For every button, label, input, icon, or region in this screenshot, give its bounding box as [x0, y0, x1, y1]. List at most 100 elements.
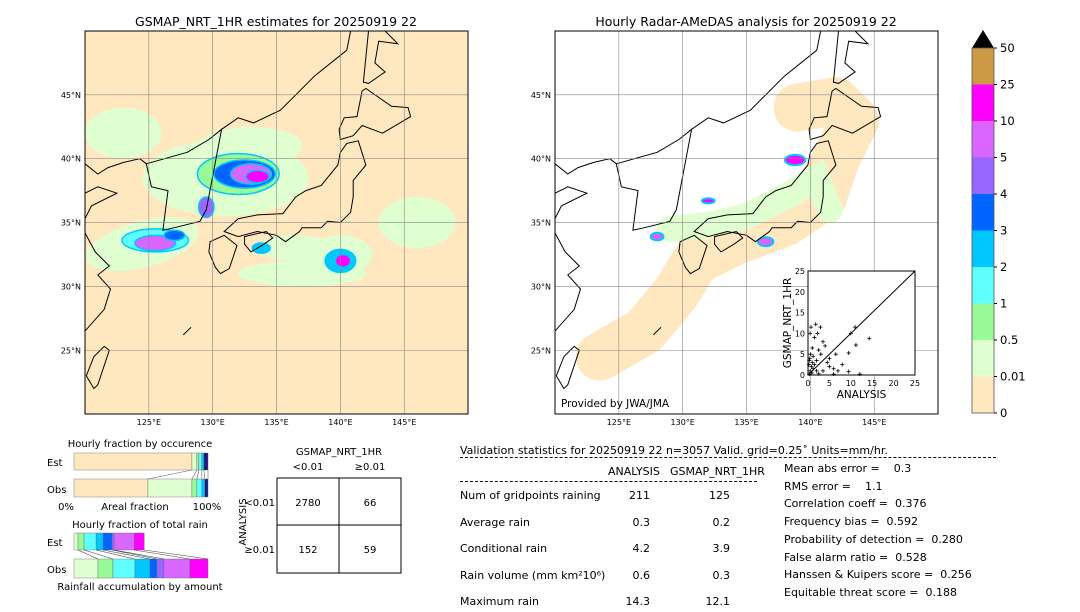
scatter-point: [808, 368, 813, 373]
scatter-point: [809, 364, 814, 369]
bar-segment: [102, 532, 113, 551]
col-label: <0.01: [293, 462, 324, 473]
connector-line: [134, 549, 190, 560]
gsmap-value: 125: [709, 489, 730, 502]
coastline-honshu: [693, 140, 837, 243]
colorbar-label: 5: [1000, 151, 1007, 165]
bar-segment: [163, 558, 191, 579]
scatter-point: [810, 360, 815, 365]
score-line: Hanssen & Kuipers score = 0.256: [784, 568, 972, 582]
lat-tick-label: 40°N: [531, 155, 551, 164]
right-map-title: Hourly Radar-AMeDAS analysis for 2025091…: [595, 14, 896, 29]
score-line: Correlation coeff = 0.376: [784, 497, 927, 511]
gsmap-value: 12.1: [705, 595, 731, 608]
x-tick-label: 10: [846, 379, 856, 388]
scatter-point: [818, 325, 823, 330]
scatter-point: [846, 369, 851, 374]
score-line: Mean abs error = 0.3: [784, 462, 912, 475]
bar-segment: [73, 478, 149, 498]
lon-tick-label: 140°E: [798, 418, 822, 427]
lon-tick-label: 130°E: [201, 418, 225, 427]
coastline-liaodong: [555, 158, 617, 175]
lon-tick-label: 135°E: [264, 418, 288, 427]
coastline-china: [85, 232, 112, 332]
rain-area: [656, 158, 843, 242]
colorbar-segment: [972, 267, 994, 304]
coastline-liaodong: [85, 158, 147, 175]
scatter-point: [814, 358, 819, 363]
y-tick-label: 15: [795, 309, 805, 318]
bar-segment: [73, 558, 99, 579]
colorbar-label: 0.5: [1000, 333, 1018, 347]
scatter-point: [857, 372, 862, 377]
coastline-hokkaido: [338, 87, 412, 141]
analysis-value: 4.2: [632, 542, 651, 555]
bar-segment: [73, 532, 79, 551]
scatter-point: [846, 350, 851, 355]
total-rain-title: Hourly fraction of total rain: [72, 520, 208, 531]
rain-cell: [134, 234, 177, 252]
score-line: Frequency bias = 0.592: [784, 515, 919, 529]
scatter-point: [853, 325, 858, 330]
scatter-point: [808, 325, 813, 330]
connector-line: [103, 549, 151, 560]
rain-cell: [163, 229, 186, 242]
row-label: ≥0.01: [244, 545, 275, 556]
scatter-point: [808, 331, 813, 336]
colorbar-segment: [972, 194, 994, 231]
x-tick-label: 100%: [193, 502, 222, 513]
analysis-value: 0.6: [632, 568, 651, 582]
score-line: False alarm ratio = 0.528: [784, 550, 927, 564]
diagonal-line: [807, 270, 916, 376]
colorbar-segment: [972, 84, 994, 121]
colorbar-segment: [972, 340, 994, 377]
stat-row-label: Conditional rain: [460, 542, 548, 555]
lon-tick-label: 130°E: [671, 418, 695, 427]
lat-tick-label: 30°N: [531, 282, 551, 291]
stat-row-label: Rain volume (mm km²10⁶): [460, 568, 606, 582]
est-label: Est: [47, 538, 63, 549]
column-header: ANALYSIS: [608, 465, 660, 478]
lat-tick-label: 40°N: [61, 155, 81, 164]
table-cell: 59: [364, 545, 377, 556]
colorbar-label: 10: [1000, 114, 1015, 128]
obs-label: Obs: [47, 485, 66, 496]
bar-segment: [111, 532, 115, 551]
connector-line: [83, 549, 114, 560]
bar-segment: [203, 452, 209, 471]
scatter-point: [831, 366, 836, 371]
lat-tick-label: 35°N: [61, 219, 81, 228]
map-frame: [84, 30, 469, 415]
connector-line: [203, 469, 206, 480]
coastline-russia: [691, 31, 822, 130]
bar-segment: [191, 478, 198, 498]
scatter-point: [820, 339, 825, 344]
y-tick-label: 20: [795, 288, 805, 297]
table-title: GSMAP_NRT_1HR: [296, 447, 382, 458]
lon-tick-label: 125°E: [137, 418, 161, 427]
connector-line: [196, 469, 200, 480]
lat-tick-label: 30°N: [61, 282, 81, 291]
scatter-point: [812, 362, 817, 367]
connector-line: [77, 549, 99, 560]
x-tick-label: 15: [867, 379, 877, 388]
scatter-point: [815, 331, 820, 336]
connector-line: [191, 469, 198, 480]
bar-segment: [77, 532, 85, 551]
colorbar-label: 3: [1000, 224, 1007, 238]
map-frame: [554, 30, 939, 415]
bar-segment: [133, 532, 145, 551]
rain-cell: [251, 242, 271, 254]
stat-row-label: Maximum rain: [460, 595, 539, 608]
est-label: Est: [47, 458, 63, 469]
coastline-shikoku: [244, 230, 274, 253]
coastline-shikoku: [714, 230, 744, 253]
coastline-sakhalin: [362, 31, 400, 84]
x-axis-label: Areal fraction: [101, 502, 168, 513]
rain-cell: [700, 197, 716, 205]
lon-tick-label: 125°E: [607, 418, 631, 427]
colorbar-segment: [972, 230, 994, 267]
scatter-point: [825, 360, 830, 365]
